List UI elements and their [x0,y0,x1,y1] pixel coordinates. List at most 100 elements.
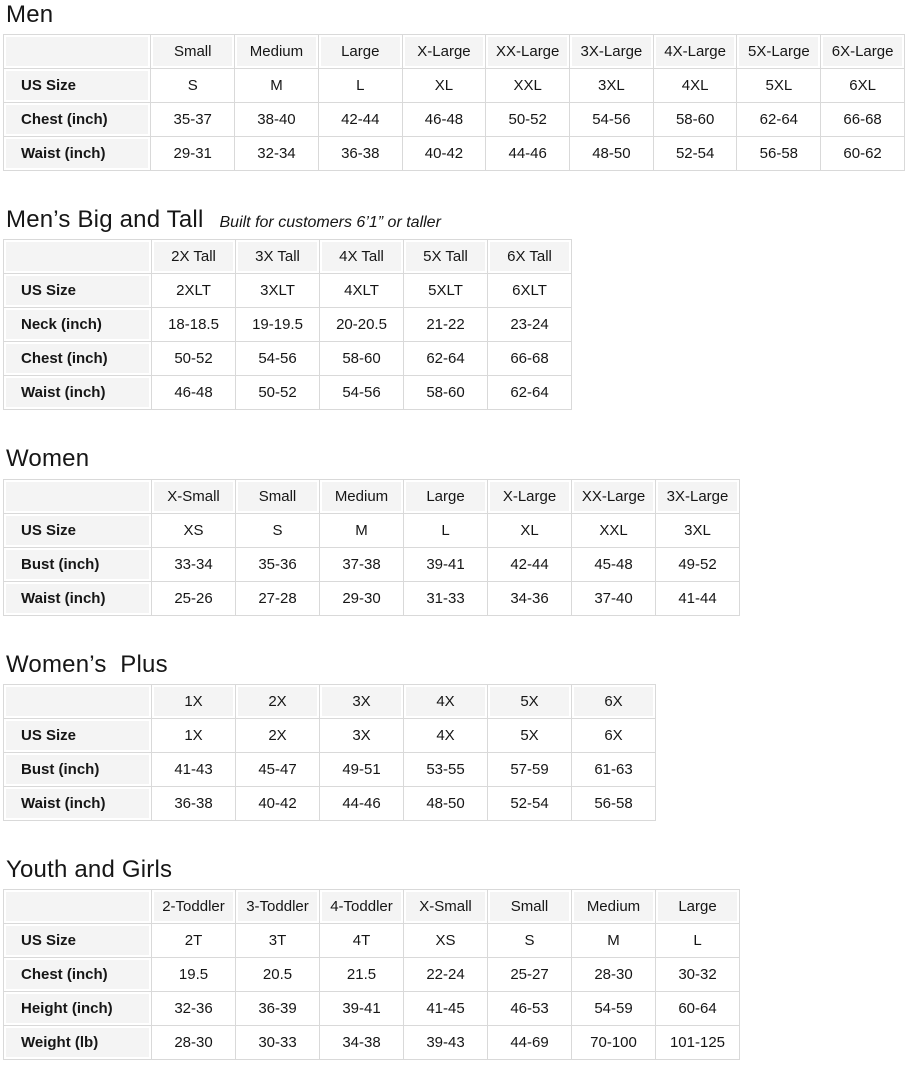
column-header-cell: XX-Large [571,478,656,514]
data-cell: 3XLT [235,273,320,309]
data-cell: 5XLT [403,273,488,309]
row-label-cell: Waist (inch) [3,580,152,616]
column-header-cell: 4X-Large [652,34,738,70]
table-row: US Size 1X 2X 3X 4X 5X 6X [3,717,656,753]
data-cell: 32-34 [234,136,319,172]
section-heading: Women [6,446,905,471]
section-title: Men [6,1,54,28]
data-cell: M [571,922,656,958]
data-cell: 58-60 [403,375,488,411]
data-cell: L [317,68,403,104]
column-header-cell: Medium [571,888,656,924]
column-header-cell: Large [403,478,488,514]
data-cell: 48-50 [403,785,488,821]
size-chart-section: Men Small Medium Large X-Large XX-Large 3X-Lar… [2,1,905,172]
table-row: Waist (inch) 25-26 27-28 29-30 31-33 34-36 37-… [3,580,740,616]
row-label-cell: Waist (inch) [3,375,152,411]
data-cell: 25-27 [487,956,572,992]
section-heading: Men’s Big and Tall Built for customers 6’… [6,207,905,232]
data-cell: 41-44 [655,580,740,616]
data-cell: 62-64 [403,341,488,377]
table-row: US Size 2XLT 3XLT 4XLT 5XLT 6XLT [3,273,572,309]
data-cell: 35-37 [150,102,236,138]
section-subtitle: Built for customers 6’1” or taller [219,214,441,232]
data-cell: 6X [571,717,656,753]
data-cell: XS [403,922,488,958]
data-cell: 34-38 [319,1024,404,1060]
data-cell: 39-43 [403,1024,488,1060]
data-cell: 21-22 [403,307,488,343]
corner-cell [2,34,152,70]
table-row: Bust (inch) 41-43 45-47 49-51 53-55 57-59 61-6… [3,751,656,787]
header-row: Small Medium Large X-Large XX-Large 3X-Large 4… [2,34,905,70]
row-label-cell: Chest (inch) [3,341,152,377]
row-label-cell: Bust (inch) [3,751,152,787]
data-cell: 41-45 [403,990,488,1026]
section-title: Women’s Plus [6,650,168,678]
data-cell: 70-100 [571,1024,656,1060]
data-cell: 58-60 [319,341,404,377]
data-cell: 5XL [736,68,822,104]
data-cell: XXL [571,512,656,548]
data-cell: 40-42 [401,136,487,172]
data-cell: 36-38 [317,136,403,172]
data-cell: M [234,68,319,104]
column-header-cell: Large [655,888,740,924]
data-cell: 52-54 [487,785,572,821]
data-cell: 44-46 [319,785,404,821]
data-cell: 37-38 [319,546,404,582]
data-cell: 39-41 [319,990,404,1026]
corner-cell [3,239,152,275]
data-cell: XL [401,68,487,104]
column-header-cell: 6X-Large [820,34,905,70]
size-chart-section: Youth and Girls 2-Toddler 3-Toddler 4-Toddl… [3,857,905,1060]
header-row: X-Small Small Medium Large X-Large XX-Large 3X… [3,478,740,514]
corner-cell [3,478,152,514]
row-label-cell: Weight (lb) [3,1024,152,1060]
data-cell: 45-47 [235,751,320,787]
data-cell: 37-40 [571,580,656,616]
table-row: US Size XS S M L XL XXL 3XL [3,512,740,548]
data-cell: 28-30 [571,956,656,992]
header-row: 2-Toddler 3-Toddler 4-Toddler X-Small Small M… [3,888,740,924]
size-table: X-Small Small Medium Large X-Large XX-Large 3X… [3,478,740,616]
column-header-cell: Large [317,34,403,70]
data-cell: 101-125 [655,1024,740,1060]
data-cell: 1X [151,717,236,753]
data-cell: 57-59 [487,751,572,787]
data-cell: 54-59 [571,990,656,1026]
data-cell: 50-52 [485,102,571,138]
row-label-cell: US Size [3,273,152,309]
data-cell: 22-24 [403,956,488,992]
column-header-cell: 3-Toddler [235,888,320,924]
data-cell: 34-36 [487,580,572,616]
data-cell: 50-52 [151,341,236,377]
data-cell: 44-69 [487,1024,572,1060]
data-cell: 56-58 [736,136,822,172]
table-row: Chest (inch) 19.5 20.5 21.5 22-24 25-27 28-30 3… [3,956,740,992]
data-cell: 40-42 [235,785,320,821]
column-header-cell: 2X [235,683,320,719]
column-header-cell: 5X Tall [403,239,488,275]
data-cell: 2X [235,717,320,753]
data-cell: 46-48 [401,102,487,138]
size-table: 2-Toddler 3-Toddler 4-Toddler X-Small Small M… [3,888,740,1060]
column-header-cell: 6X Tall [487,239,572,275]
row-label-cell: Height (inch) [3,990,152,1026]
data-cell: 58-60 [652,102,738,138]
data-cell: 29-30 [319,580,404,616]
data-cell: 23-24 [487,307,572,343]
data-cell: 4T [319,922,404,958]
size-chart-section: Women’s Plus 1X 2X 3X 4X 5X 6X US Size 1X 2X 3X 4X 5… [3,650,905,821]
data-cell: 41-43 [151,751,236,787]
column-header-cell: XX-Large [485,34,571,70]
table-row: Neck (inch) 18-18.5 19-19.5 20-20.5 21-22 23-… [3,307,572,343]
data-cell: 46-48 [151,375,236,411]
column-header-cell: 3X-Large [569,34,654,70]
data-cell: 50-52 [235,375,320,411]
data-cell: 66-68 [487,341,572,377]
table-row: Height (inch) 32-36 36-39 39-41 41-45 46-53 54… [3,990,740,1026]
header-row: 2X Tall 3X Tall 4X Tall 5X Tall 6X Tall [3,239,572,275]
